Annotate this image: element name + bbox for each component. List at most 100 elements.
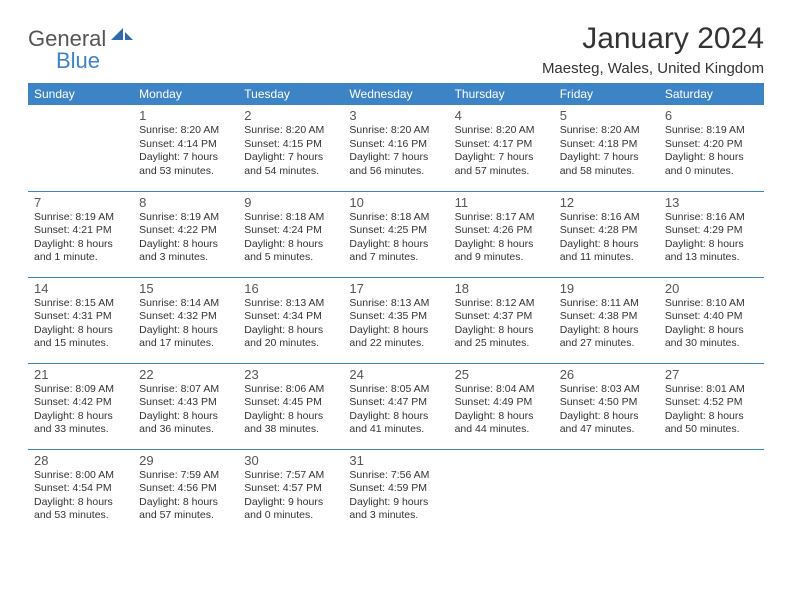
day-info: Sunrise: 8:18 AMSunset: 4:24 PMDaylight:…: [244, 211, 337, 266]
day-info: Sunrise: 8:20 AMSunset: 4:18 PMDaylight:…: [560, 124, 653, 179]
day-number: 5: [560, 108, 653, 123]
day-info: Sunrise: 8:14 AMSunset: 4:32 PMDaylight:…: [139, 297, 232, 352]
calendar-cell: 16Sunrise: 8:13 AMSunset: 4:34 PMDayligh…: [238, 277, 343, 363]
calendar-cell: 1Sunrise: 8:20 AMSunset: 4:14 PMDaylight…: [133, 105, 238, 191]
logo-sail-icon: [110, 27, 134, 52]
day-info: Sunrise: 8:13 AMSunset: 4:34 PMDaylight:…: [244, 297, 337, 352]
calendar-row: 1Sunrise: 8:20 AMSunset: 4:14 PMDaylight…: [28, 105, 764, 191]
day-info: Sunrise: 8:19 AMSunset: 4:20 PMDaylight:…: [665, 124, 758, 179]
calendar-cell: 24Sunrise: 8:05 AMSunset: 4:47 PMDayligh…: [343, 363, 448, 449]
calendar-cell: 26Sunrise: 8:03 AMSunset: 4:50 PMDayligh…: [554, 363, 659, 449]
day-number: 12: [560, 195, 653, 210]
day-info: Sunrise: 8:10 AMSunset: 4:40 PMDaylight:…: [665, 297, 758, 352]
calendar-cell: 13Sunrise: 8:16 AMSunset: 4:29 PMDayligh…: [659, 191, 764, 277]
weekday-tuesday: Tuesday: [238, 83, 343, 105]
calendar-row: 28Sunrise: 8:00 AMSunset: 4:54 PMDayligh…: [28, 449, 764, 535]
calendar-cell: 23Sunrise: 8:06 AMSunset: 4:45 PMDayligh…: [238, 363, 343, 449]
day-number: 19: [560, 281, 653, 296]
calendar-cell: 11Sunrise: 8:17 AMSunset: 4:26 PMDayligh…: [449, 191, 554, 277]
day-info: Sunrise: 8:20 AMSunset: 4:17 PMDaylight:…: [455, 124, 548, 179]
day-info: Sunrise: 8:00 AMSunset: 4:54 PMDaylight:…: [34, 469, 127, 524]
day-number: 11: [455, 195, 548, 210]
calendar-cell: 19Sunrise: 8:11 AMSunset: 4:38 PMDayligh…: [554, 277, 659, 363]
day-number: 10: [349, 195, 442, 210]
calendar-cell: 20Sunrise: 8:10 AMSunset: 4:40 PMDayligh…: [659, 277, 764, 363]
calendar-cell: [449, 449, 554, 535]
day-number: 3: [349, 108, 442, 123]
day-number: 17: [349, 281, 442, 296]
day-number: 1: [139, 108, 232, 123]
day-info: Sunrise: 8:07 AMSunset: 4:43 PMDaylight:…: [139, 383, 232, 438]
day-info: Sunrise: 7:57 AMSunset: 4:57 PMDaylight:…: [244, 469, 337, 524]
calendar-cell: 18Sunrise: 8:12 AMSunset: 4:37 PMDayligh…: [449, 277, 554, 363]
location-text: Maesteg, Wales, United Kingdom: [542, 60, 764, 77]
day-info: Sunrise: 8:04 AMSunset: 4:49 PMDaylight:…: [455, 383, 548, 438]
day-number: 20: [665, 281, 758, 296]
calendar-cell: 6Sunrise: 8:19 AMSunset: 4:20 PMDaylight…: [659, 105, 764, 191]
day-info: Sunrise: 8:15 AMSunset: 4:31 PMDaylight:…: [34, 297, 127, 352]
calendar-cell: 3Sunrise: 8:20 AMSunset: 4:16 PMDaylight…: [343, 105, 448, 191]
calendar-cell: 2Sunrise: 8:20 AMSunset: 4:15 PMDaylight…: [238, 105, 343, 191]
day-info: Sunrise: 8:20 AMSunset: 4:16 PMDaylight:…: [349, 124, 442, 179]
day-info: Sunrise: 8:01 AMSunset: 4:52 PMDaylight:…: [665, 383, 758, 438]
title-block: January 2024 Maesteg, Wales, United King…: [542, 22, 764, 77]
day-number: 7: [34, 195, 127, 210]
calendar-cell: 30Sunrise: 7:57 AMSunset: 4:57 PMDayligh…: [238, 449, 343, 535]
day-number: 26: [560, 367, 653, 382]
day-number: 4: [455, 108, 548, 123]
day-number: 28: [34, 453, 127, 468]
calendar-cell: 9Sunrise: 8:18 AMSunset: 4:24 PMDaylight…: [238, 191, 343, 277]
day-info: Sunrise: 8:20 AMSunset: 4:15 PMDaylight:…: [244, 124, 337, 179]
day-number: 8: [139, 195, 232, 210]
weekday-sunday: Sunday: [28, 83, 133, 105]
day-number: 2: [244, 108, 337, 123]
day-number: 13: [665, 195, 758, 210]
day-info: Sunrise: 8:16 AMSunset: 4:29 PMDaylight:…: [665, 211, 758, 266]
page-title: January 2024: [542, 22, 764, 56]
day-number: 6: [665, 108, 758, 123]
day-info: Sunrise: 8:06 AMSunset: 4:45 PMDaylight:…: [244, 383, 337, 438]
day-info: Sunrise: 8:16 AMSunset: 4:28 PMDaylight:…: [560, 211, 653, 266]
page: General Blue January 2024 Maesteg, Wales…: [0, 0, 792, 535]
day-info: Sunrise: 8:12 AMSunset: 4:37 PMDaylight:…: [455, 297, 548, 352]
calendar-row: 14Sunrise: 8:15 AMSunset: 4:31 PMDayligh…: [28, 277, 764, 363]
calendar-cell: 22Sunrise: 8:07 AMSunset: 4:43 PMDayligh…: [133, 363, 238, 449]
day-number: 31: [349, 453, 442, 468]
day-info: Sunrise: 8:20 AMSunset: 4:14 PMDaylight:…: [139, 124, 232, 179]
day-info: Sunrise: 8:03 AMSunset: 4:50 PMDaylight:…: [560, 383, 653, 438]
day-number: 24: [349, 367, 442, 382]
day-number: 23: [244, 367, 337, 382]
weekday-header-row: Sunday Monday Tuesday Wednesday Thursday…: [28, 83, 764, 105]
weekday-friday: Friday: [554, 83, 659, 105]
calendar-cell: 5Sunrise: 8:20 AMSunset: 4:18 PMDaylight…: [554, 105, 659, 191]
day-number: 22: [139, 367, 232, 382]
calendar-cell: 21Sunrise: 8:09 AMSunset: 4:42 PMDayligh…: [28, 363, 133, 449]
day-info: Sunrise: 7:56 AMSunset: 4:59 PMDaylight:…: [349, 469, 442, 524]
day-number: 29: [139, 453, 232, 468]
day-info: Sunrise: 8:05 AMSunset: 4:47 PMDaylight:…: [349, 383, 442, 438]
day-number: 30: [244, 453, 337, 468]
calendar-cell: 12Sunrise: 8:16 AMSunset: 4:28 PMDayligh…: [554, 191, 659, 277]
day-number: 14: [34, 281, 127, 296]
day-info: Sunrise: 8:09 AMSunset: 4:42 PMDaylight:…: [34, 383, 127, 438]
weekday-wednesday: Wednesday: [343, 83, 448, 105]
calendar-cell: 25Sunrise: 8:04 AMSunset: 4:49 PMDayligh…: [449, 363, 554, 449]
calendar-cell: 8Sunrise: 8:19 AMSunset: 4:22 PMDaylight…: [133, 191, 238, 277]
calendar-body: 1Sunrise: 8:20 AMSunset: 4:14 PMDaylight…: [28, 105, 764, 535]
calendar-cell: [659, 449, 764, 535]
calendar-cell: [554, 449, 659, 535]
weekday-thursday: Thursday: [449, 83, 554, 105]
calendar-table: Sunday Monday Tuesday Wednesday Thursday…: [28, 83, 764, 535]
calendar-cell: 17Sunrise: 8:13 AMSunset: 4:35 PMDayligh…: [343, 277, 448, 363]
day-info: Sunrise: 7:59 AMSunset: 4:56 PMDaylight:…: [139, 469, 232, 524]
day-info: Sunrise: 8:17 AMSunset: 4:26 PMDaylight:…: [455, 211, 548, 266]
day-info: Sunrise: 8:19 AMSunset: 4:21 PMDaylight:…: [34, 211, 127, 266]
weekday-monday: Monday: [133, 83, 238, 105]
day-number: 9: [244, 195, 337, 210]
day-number: 25: [455, 367, 548, 382]
calendar-row: 21Sunrise: 8:09 AMSunset: 4:42 PMDayligh…: [28, 363, 764, 449]
calendar-row: 7Sunrise: 8:19 AMSunset: 4:21 PMDaylight…: [28, 191, 764, 277]
weekday-saturday: Saturday: [659, 83, 764, 105]
calendar-cell: 31Sunrise: 7:56 AMSunset: 4:59 PMDayligh…: [343, 449, 448, 535]
calendar-cell: [28, 105, 133, 191]
